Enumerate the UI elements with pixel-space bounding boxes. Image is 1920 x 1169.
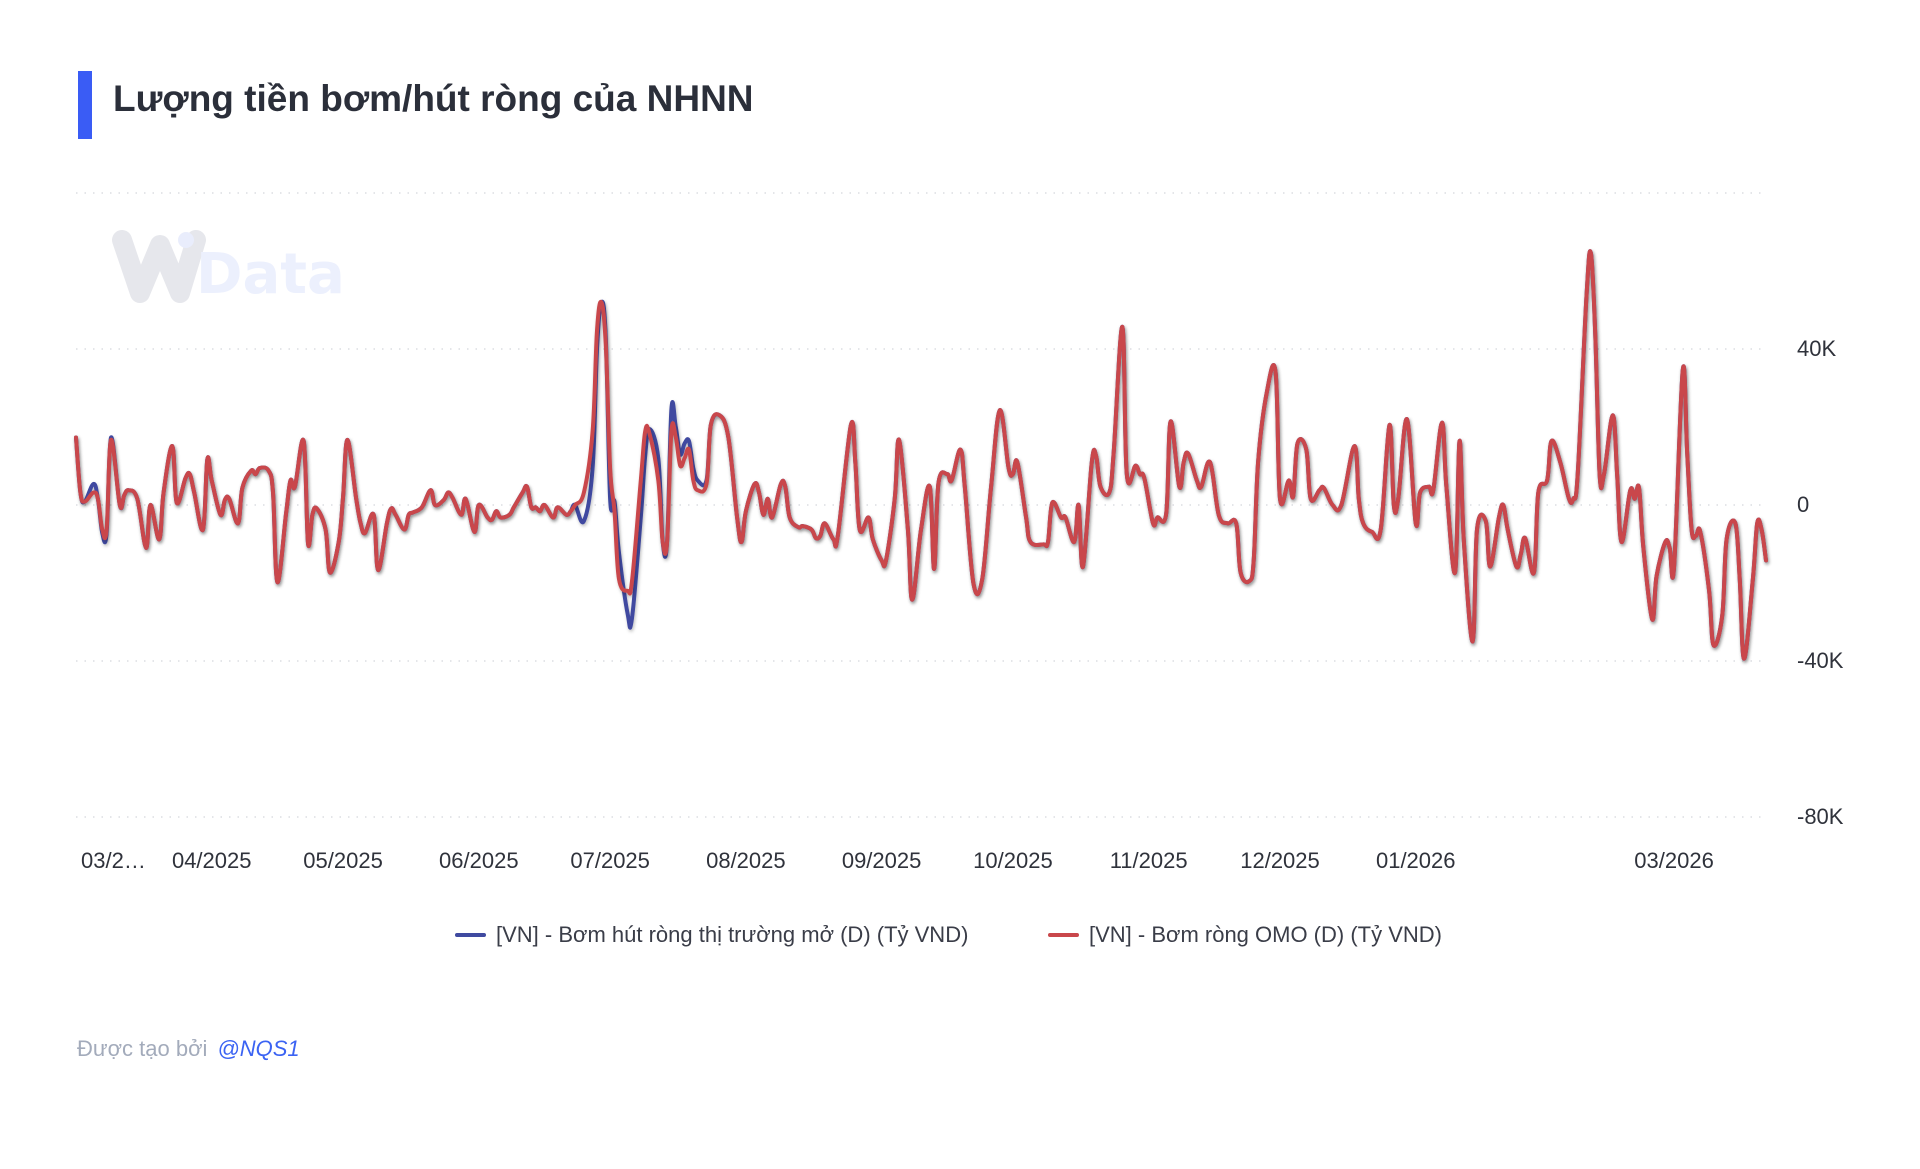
- author-link[interactable]: @NQS1: [217, 1036, 300, 1061]
- title-accent-bar: [78, 71, 92, 139]
- x-tick-label: 03/2026: [1634, 848, 1714, 873]
- series-lines: [74, 249, 1768, 661]
- legend-item-open-market[interactable]: [VN] - Bơm hút ròng thị trường mở (D) (T…: [455, 922, 968, 948]
- x-tick-label: 11/2025: [1110, 848, 1188, 873]
- legend-item-omo[interactable]: [VN] - Bơm ròng OMO (D) (Tỷ VND): [1048, 922, 1442, 948]
- x-tick-label: 08/2025: [706, 848, 786, 873]
- y-tick-label: -80K: [1797, 804, 1844, 829]
- series-line-open-market[interactable]: [74, 249, 1768, 661]
- widata-logo-watermark: Data: [112, 230, 345, 307]
- x-tick-label: 09/2025: [842, 848, 922, 873]
- x-tick-label: 06/2025: [439, 848, 519, 873]
- legend-swatch-red: [1048, 933, 1079, 937]
- x-tick-label: 10/2025: [973, 848, 1053, 873]
- legend-swatch-blue: [455, 933, 486, 937]
- footer: Được tạo bởi @NQS1: [77, 1036, 300, 1062]
- legend: [VN] - Bơm hút ròng thị trường mở (D) (T…: [0, 922, 1920, 954]
- x-tick-label: 07/2025: [570, 848, 650, 873]
- y-axis-labels: 40K 0 -40K -80K: [1797, 336, 1844, 829]
- created-by-label: Được tạo bởi: [77, 1036, 208, 1061]
- y-tick-label: 40K: [1797, 336, 1836, 361]
- x-tick-label: 03/2…: [81, 848, 146, 873]
- x-tick-label: 04/2025: [172, 848, 252, 873]
- x-axis-labels: 03/2… 04/2025 05/2025 06/2025 07/2025 08/2025…: [81, 848, 1714, 873]
- x-tick-label: 05/2025: [303, 848, 383, 873]
- series-line-omo[interactable]: [74, 249, 1768, 661]
- page-title: Lượng tiền bơm/hút ròng của NHNN: [113, 78, 754, 119]
- legend-label: [VN] - Bơm hút ròng thị trường mở (D) (T…: [496, 922, 969, 947]
- svg-text:Data: Data: [196, 242, 345, 307]
- y-tick-label: 0: [1797, 492, 1809, 517]
- legend-label: [VN] - Bơm ròng OMO (D) (Tỷ VND): [1089, 922, 1442, 947]
- x-tick-label: 01/2026: [1376, 848, 1456, 873]
- x-tick-label: 12/2025: [1240, 848, 1320, 873]
- y-tick-label: -40K: [1797, 648, 1844, 673]
